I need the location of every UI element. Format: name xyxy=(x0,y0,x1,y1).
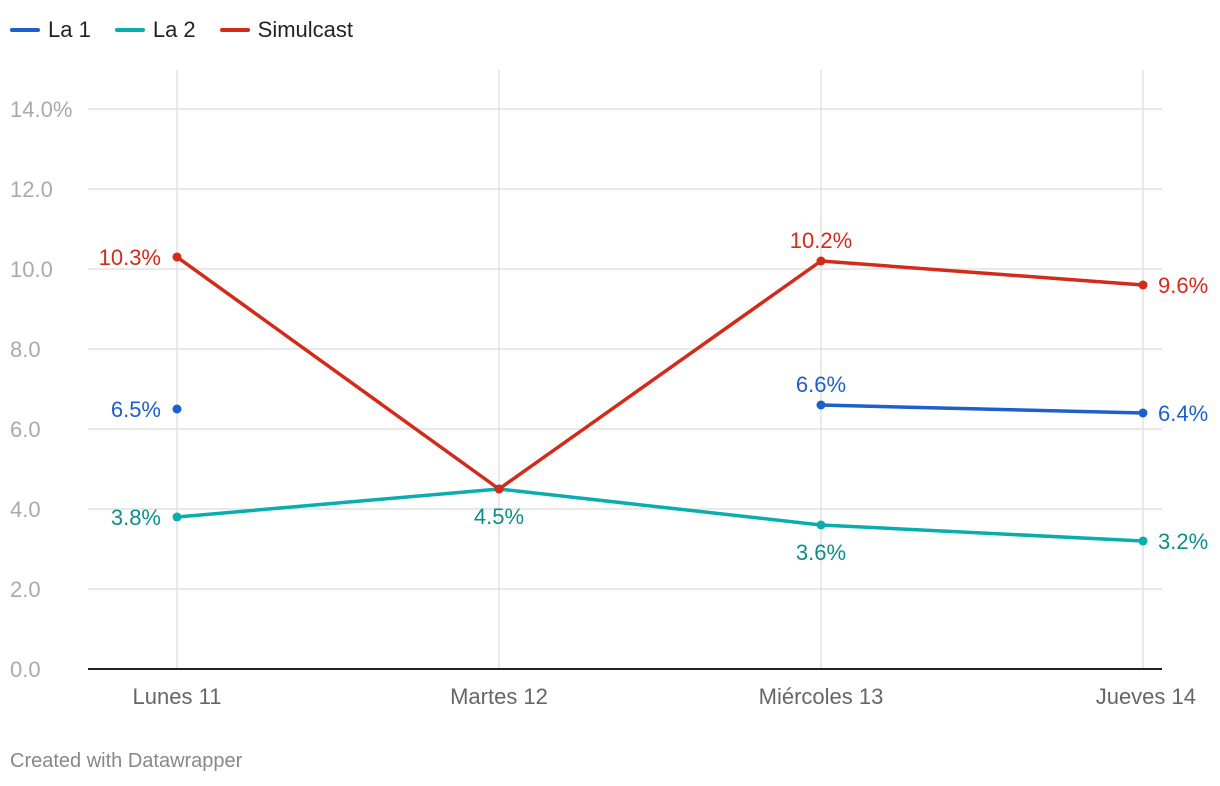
simulcast-series-line xyxy=(175,255,1145,491)
series-layer xyxy=(172,252,1148,546)
datawrapper-credit: Created with Datawrapper xyxy=(10,750,243,772)
la-1-series-line xyxy=(819,403,1145,415)
la-2-point xyxy=(1138,536,1148,546)
x-tick-label: Miércoles 13 xyxy=(759,684,884,709)
y-tick-label: 6.0 xyxy=(10,417,41,442)
simulcast-point xyxy=(172,252,182,262)
x-tick-label: Martes 12 xyxy=(450,684,548,709)
simulcast-point xyxy=(1138,280,1148,290)
la-1-data-label: 6.4% xyxy=(1158,401,1208,426)
x-tick-label: Jueves 14 xyxy=(1096,684,1196,709)
label-layer: 6.5% 6.6% 6.4% 3.8% 4.5% 3.6% 3.2% 10.3% 10.2% 9.… xyxy=(99,228,1209,565)
y-tick-label: 4.0 xyxy=(10,497,41,522)
simulcast-data-label: 9.6% xyxy=(1158,273,1208,298)
y-tick-label: 0.0 xyxy=(10,657,41,682)
la-2-data-label: 4.5% xyxy=(474,504,524,529)
legend-item-simulcast: Simulcast xyxy=(219,17,354,43)
legend-label-la-2: La 2 xyxy=(152,17,196,42)
la-1-point xyxy=(816,400,826,410)
grid-layer xyxy=(88,70,1162,669)
la-1-data-label: 6.6% xyxy=(796,372,846,397)
legend-label-simulcast: Simulcast xyxy=(257,17,354,42)
legend-swatch-simulcast xyxy=(219,28,250,32)
legend-swatch-la-2 xyxy=(114,28,145,32)
x-tick-label: Lunes 11 xyxy=(133,684,222,709)
y-tick-label: 12.0 xyxy=(10,177,53,202)
la-2-data-label: 3.2% xyxy=(1158,529,1208,554)
simulcast-data-label: 10.3% xyxy=(99,245,161,270)
simulcast-data-label: 10.2% xyxy=(790,228,852,253)
la-1-point xyxy=(1138,408,1148,418)
la-2-series-line xyxy=(175,487,1145,543)
y-tick-label: 10.0 xyxy=(10,257,53,282)
legend-item-la-1: La 1 xyxy=(10,17,91,43)
la-2-point xyxy=(816,520,826,530)
chart-legend: La 1 La 2 Simulcast xyxy=(10,14,377,46)
y-tick-label: 2.0 xyxy=(10,577,41,602)
axis-layer: 0.0 2.0 4.0 6.0 8.0 10.0 12.0 14.0% Lunes 11 Mart… xyxy=(10,97,1196,709)
legend-item-la-2: La 2 xyxy=(114,17,196,43)
legend-label-la-1: La 1 xyxy=(48,17,91,42)
la-1-data-label: 6.5% xyxy=(111,397,161,422)
legend-swatch-la-1 xyxy=(10,28,40,32)
simulcast-point xyxy=(816,256,826,266)
la-2-data-label: 3.6% xyxy=(796,540,846,565)
y-tick-label: 8.0 xyxy=(10,337,41,362)
simulcast-point xyxy=(494,484,504,494)
la-1-point xyxy=(172,404,182,414)
la-2-data-label: 3.8% xyxy=(111,505,161,530)
la-2-point xyxy=(172,512,182,522)
y-tick-label: 14.0% xyxy=(10,97,72,122)
